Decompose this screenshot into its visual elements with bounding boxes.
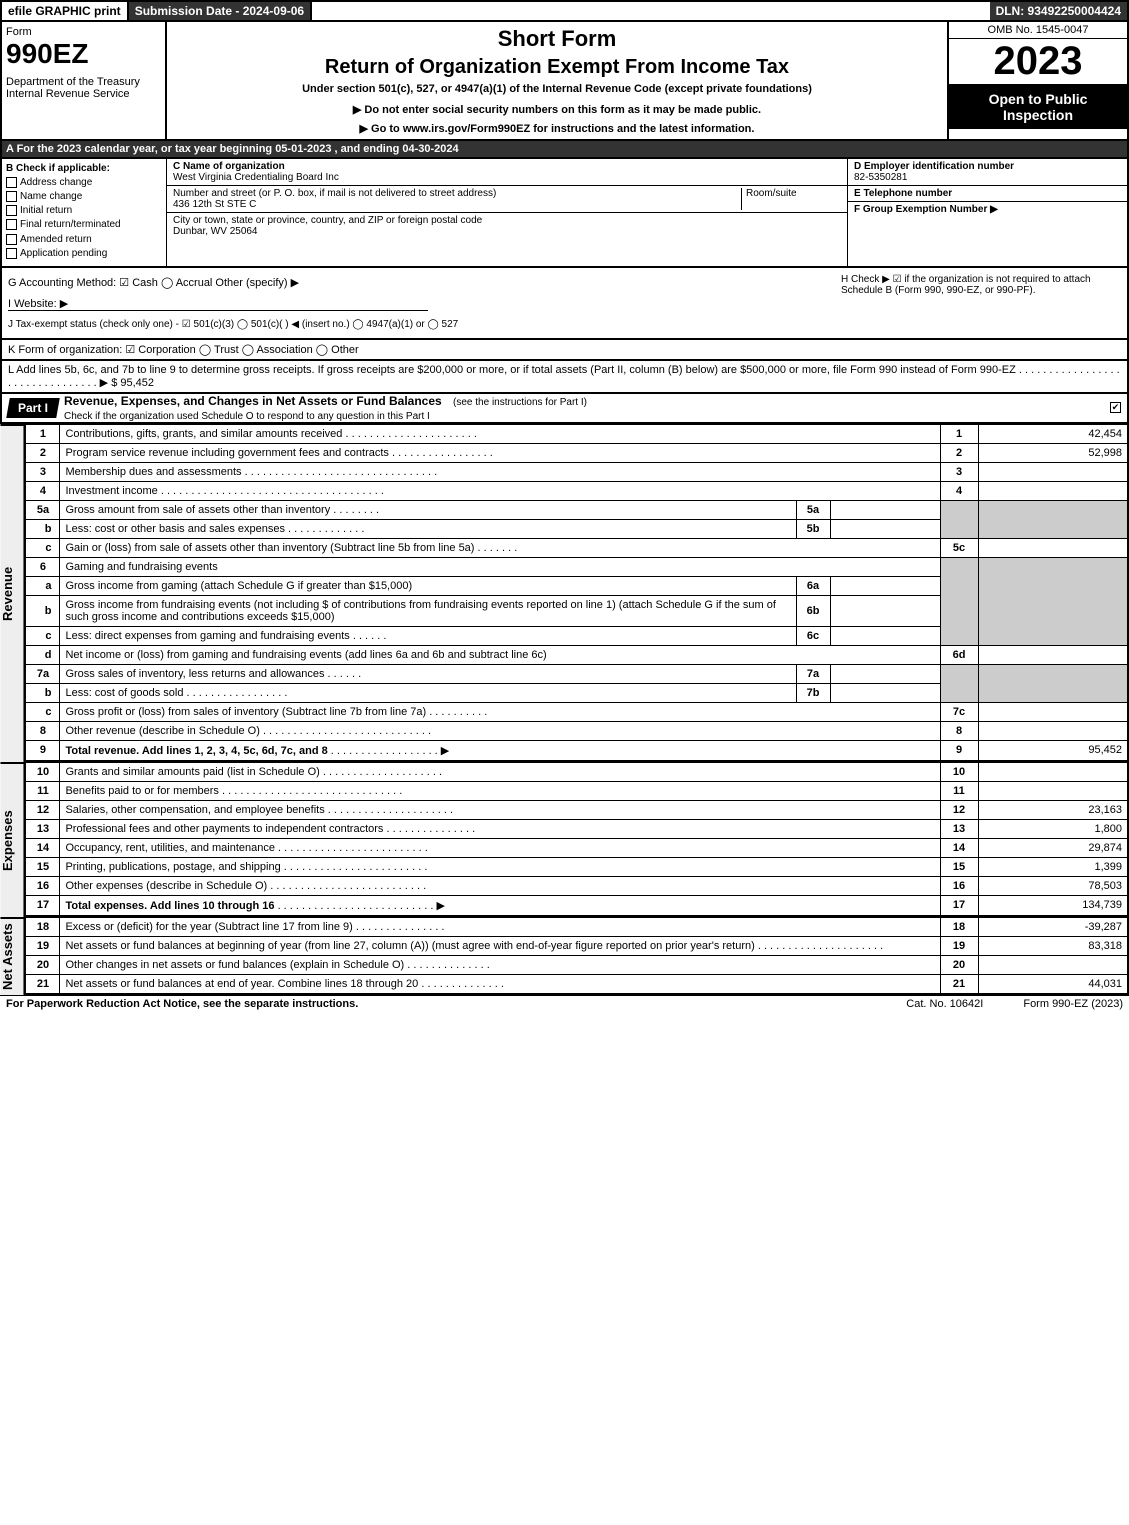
return-title: Return of Organization Exempt From Incom… bbox=[171, 56, 943, 79]
city-value: Dunbar, WV 25064 bbox=[173, 226, 258, 237]
org-name: West Virginia Credentialing Board Inc bbox=[173, 172, 339, 183]
chk-address-change[interactable]: Address change bbox=[6, 177, 162, 188]
part-1-title: Revenue, Expenses, and Changes in Net As… bbox=[64, 394, 442, 408]
line-7a: 7aGross sales of inventory, less returns… bbox=[26, 664, 1128, 683]
city-label: City or town, state or province, country… bbox=[173, 215, 482, 226]
submission-date: Submission Date - 2024-09-06 bbox=[129, 2, 312, 20]
top-bar: efile GRAPHIC print Submission Date - 20… bbox=[0, 0, 1129, 22]
line-8: 8Other revenue (describe in Schedule O) … bbox=[26, 721, 1128, 740]
group-exemption-label: F Group Exemption Number ▶ bbox=[854, 204, 998, 215]
city-row: City or town, state or province, country… bbox=[167, 213, 847, 239]
ghi-box: G Accounting Method: ☑ Cash ◯ Accrual Ot… bbox=[0, 268, 1129, 340]
org-name-label: C Name of organization bbox=[173, 161, 285, 172]
line-k-form-org: K Form of organization: ☑ Corporation ◯ … bbox=[0, 340, 1129, 361]
part-1-badge: Part I bbox=[6, 398, 60, 418]
ein-label: D Employer identification number bbox=[854, 161, 1014, 172]
col-b-title: B Check if applicable: bbox=[6, 163, 162, 174]
line-14: 14Occupancy, rent, utilities, and mainte… bbox=[26, 838, 1128, 857]
open-to-public: Open to Public Inspection bbox=[949, 85, 1127, 129]
line-17: 17Total expenses. Add lines 10 through 1… bbox=[26, 895, 1128, 916]
chk-initial-return[interactable]: Initial return bbox=[6, 205, 162, 216]
col-de: D Employer identification number 82-5350… bbox=[847, 159, 1127, 266]
room-suite: Room/suite bbox=[741, 188, 841, 210]
line-11: 11Benefits paid to or for members . . . … bbox=[26, 781, 1128, 800]
net-assets-label: Net Assets bbox=[0, 917, 25, 995]
footer-paperwork: For Paperwork Reduction Act Notice, see … bbox=[6, 998, 358, 1010]
line-3: 3Membership dues and assessments . . . .… bbox=[26, 462, 1128, 481]
line-7c: cGross profit or (loss) from sales of in… bbox=[26, 702, 1128, 721]
line-15: 15Printing, publications, postage, and s… bbox=[26, 857, 1128, 876]
net-assets-section: Net Assets 18Excess or (deficit) for the… bbox=[0, 917, 1129, 995]
tax-year: 2023 bbox=[949, 39, 1127, 85]
street-row: Number and street (or P. O. box, if mail… bbox=[167, 186, 847, 213]
expenses-table: 10Grants and similar amounts paid (list … bbox=[25, 762, 1129, 917]
dln: DLN: 93492250004424 bbox=[990, 2, 1127, 20]
line-6d: dNet income or (loss) from gaming and fu… bbox=[26, 645, 1128, 664]
chk-final-return[interactable]: Final return/terminated bbox=[6, 219, 162, 230]
goto-irs[interactable]: ▶ Go to www.irs.gov/Form990EZ for instru… bbox=[171, 122, 943, 135]
expenses-section: Expenses 10Grants and similar amounts pa… bbox=[0, 762, 1129, 917]
line-5c: cGain or (loss) from sale of assets othe… bbox=[26, 538, 1128, 557]
revenue-section: Revenue 1Contributions, gifts, grants, a… bbox=[0, 424, 1129, 762]
line-h-schedule-b: H Check ▶ ☑ if the organization is not r… bbox=[841, 274, 1121, 296]
form-word: Form bbox=[6, 26, 161, 38]
street-value: 436 12th St STE C bbox=[173, 199, 256, 210]
header-center: Short Form Return of Organization Exempt… bbox=[167, 22, 947, 139]
efile-label[interactable]: efile GRAPHIC print bbox=[2, 2, 129, 20]
line-10: 10Grants and similar amounts paid (list … bbox=[26, 762, 1128, 781]
omb-number: OMB No. 1545-0047 bbox=[949, 22, 1127, 39]
chk-application-pending[interactable]: Application pending bbox=[6, 248, 162, 259]
line-9: 9Total revenue. Add lines 1, 2, 3, 4, 5c… bbox=[26, 740, 1128, 761]
line-16: 16Other expenses (describe in Schedule O… bbox=[26, 876, 1128, 895]
street-label: Number and street (or P. O. box, if mail… bbox=[173, 188, 496, 199]
footer-formref: Form 990-EZ (2023) bbox=[1023, 998, 1123, 1010]
line-12: 12Salaries, other compensation, and empl… bbox=[26, 800, 1128, 819]
line-i-website: I Website: ▶ bbox=[8, 297, 428, 311]
form-number: 990EZ bbox=[6, 38, 161, 70]
line-l-gross-receipts: L Add lines 5b, 6c, and 7b to line 9 to … bbox=[0, 361, 1129, 394]
col-b-checkboxes: B Check if applicable: Address change Na… bbox=[2, 159, 167, 266]
line-20: 20Other changes in net assets or fund ba… bbox=[26, 955, 1128, 974]
footer-catno: Cat. No. 10642I bbox=[906, 998, 983, 1010]
revenue-table: 1Contributions, gifts, grants, and simil… bbox=[25, 424, 1129, 762]
identity-box: B Check if applicable: Address change Na… bbox=[0, 159, 1129, 268]
ein-value: 82-5350281 bbox=[854, 172, 907, 183]
line-2: 2Program service revenue including gover… bbox=[26, 443, 1128, 462]
line-j-tax-exempt: J Tax-exempt status (check only one) - ☑… bbox=[8, 319, 1121, 330]
line-5a: 5aGross amount from sale of assets other… bbox=[26, 500, 1128, 519]
expenses-label: Expenses bbox=[0, 762, 25, 917]
ein-row: D Employer identification number 82-5350… bbox=[848, 159, 1127, 186]
under-section: Under section 501(c), 527, or 4947(a)(1)… bbox=[171, 83, 943, 95]
part-1-schedule-o-checkbox[interactable] bbox=[1110, 402, 1121, 413]
line-21: 21Net assets or fund balances at end of … bbox=[26, 974, 1128, 994]
form-header: Form 990EZ Department of the Treasury In… bbox=[0, 22, 1129, 141]
org-name-row: C Name of organization West Virginia Cre… bbox=[167, 159, 847, 186]
line-19: 19Net assets or fund balances at beginni… bbox=[26, 936, 1128, 955]
row-a-tax-year: A For the 2023 calendar year, or tax yea… bbox=[0, 141, 1129, 159]
dept-treasury: Department of the Treasury Internal Reve… bbox=[6, 76, 161, 100]
revenue-label: Revenue bbox=[0, 424, 25, 762]
group-exemption-row: F Group Exemption Number ▶ bbox=[848, 202, 1127, 217]
net-assets-table: 18Excess or (deficit) for the year (Subt… bbox=[25, 917, 1129, 995]
line-1: 1Contributions, gifts, grants, and simil… bbox=[26, 424, 1128, 443]
do-not-ssn: ▶ Do not enter social security numbers o… bbox=[171, 103, 943, 116]
part-1-header: Part I Revenue, Expenses, and Changes in… bbox=[0, 394, 1129, 424]
part-1-subtitle: (see the instructions for Part I) bbox=[453, 397, 587, 408]
line-18: 18Excess or (deficit) for the year (Subt… bbox=[26, 917, 1128, 936]
short-form-title: Short Form bbox=[171, 26, 943, 52]
col-c-org-info: C Name of organization West Virginia Cre… bbox=[167, 159, 847, 266]
page-footer: For Paperwork Reduction Act Notice, see … bbox=[0, 995, 1129, 1012]
chk-name-change[interactable]: Name change bbox=[6, 191, 162, 202]
telephone-label: E Telephone number bbox=[854, 188, 952, 199]
telephone-row: E Telephone number bbox=[848, 186, 1127, 202]
header-left: Form 990EZ Department of the Treasury In… bbox=[2, 22, 167, 139]
part-1-check-line: Check if the organization used Schedule … bbox=[64, 411, 430, 422]
line-13: 13Professional fees and other payments t… bbox=[26, 819, 1128, 838]
line-4: 4Investment income . . . . . . . . . . .… bbox=[26, 481, 1128, 500]
chk-amended-return[interactable]: Amended return bbox=[6, 234, 162, 245]
header-right: OMB No. 1545-0047 2023 Open to Public In… bbox=[947, 22, 1127, 139]
line-6: 6Gaming and fundraising events bbox=[26, 557, 1128, 576]
